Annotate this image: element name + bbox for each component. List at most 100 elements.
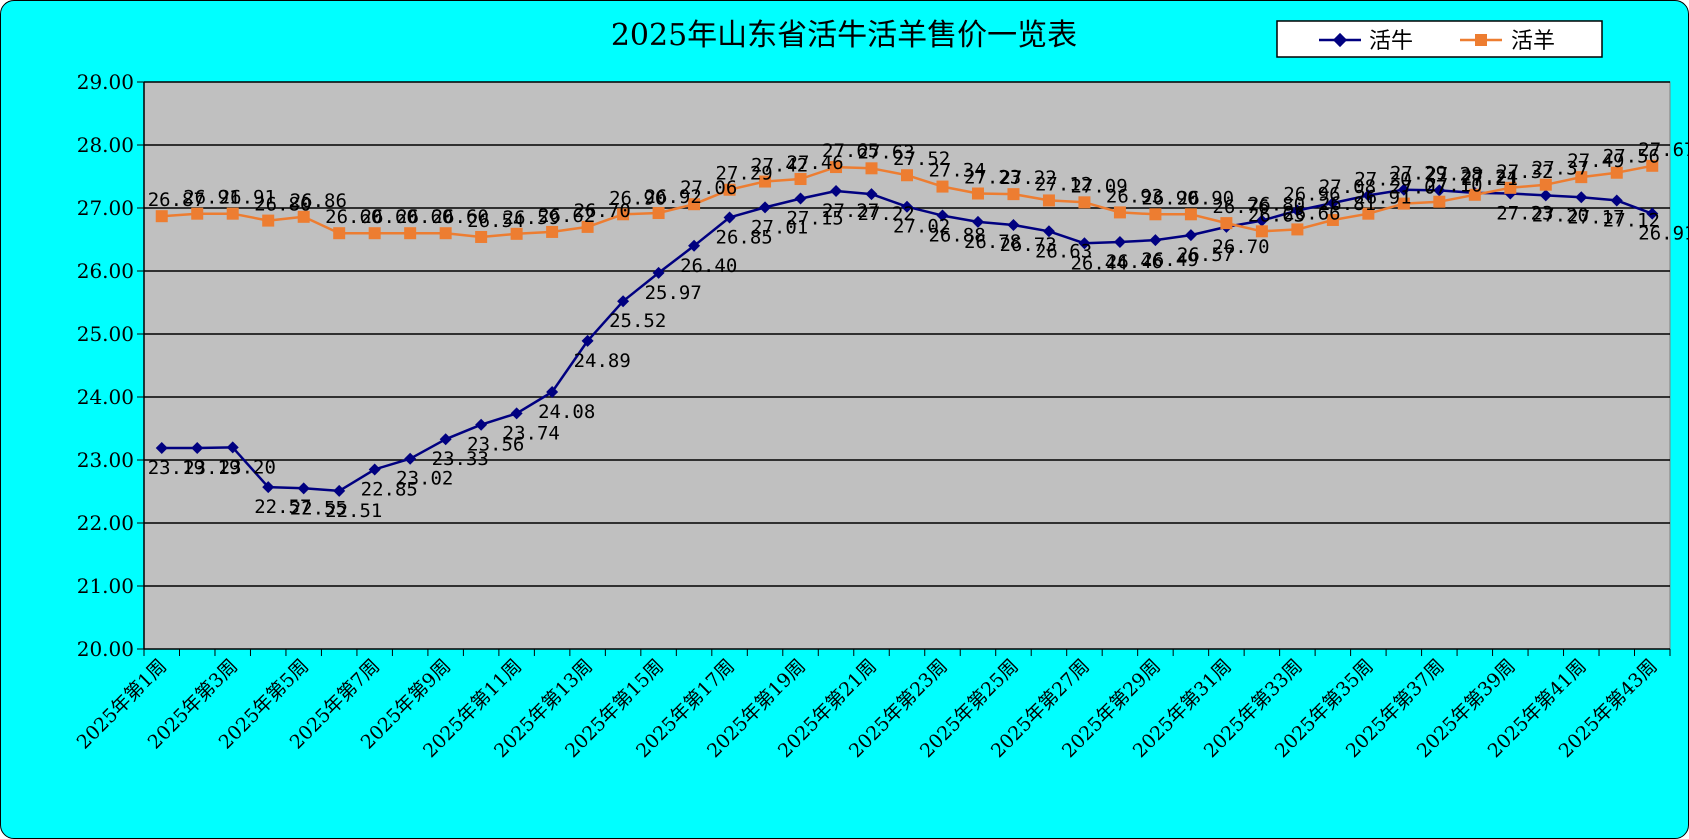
data-label: 27.23 (964, 167, 1021, 189)
data-label: 26.70 (574, 200, 631, 222)
y-tick-label: 24.00 (77, 385, 134, 409)
data-point (901, 169, 913, 182)
data-point (155, 442, 168, 455)
data-label: 26.49 (1141, 249, 1198, 271)
data-label: 26.87 (148, 189, 205, 211)
data-point (155, 210, 168, 223)
data-point (723, 211, 736, 224)
y-tick-label: 23.00 (77, 448, 134, 472)
data-label: 27.21 (1461, 168, 1518, 190)
chart-title: 2025年山东省活牛活羊售价一览表 (611, 18, 1077, 53)
data-point (297, 210, 310, 223)
data-point (1042, 225, 1055, 238)
data-label: 26.44 (1070, 252, 1127, 274)
data-label: 23.19 (183, 457, 240, 479)
data-point (1078, 196, 1091, 209)
data-label: 22.57 (254, 496, 311, 518)
data-label: 27.20 (1354, 168, 1411, 190)
data-point (865, 188, 878, 201)
y-tick-label: 21.00 (77, 574, 134, 598)
data-point (865, 162, 878, 175)
data-label: 26.63 (1248, 204, 1305, 226)
data-point (688, 239, 701, 252)
data-point (723, 183, 736, 196)
data-label: 27.12 (1035, 173, 1092, 195)
data-point (971, 187, 984, 200)
data-point (1362, 207, 1375, 220)
data-point (652, 207, 665, 220)
data-label: 27.46 (787, 152, 844, 174)
data-label: 27.22 (858, 203, 915, 225)
data-label: 27.07 (1390, 177, 1447, 199)
data-point (404, 227, 417, 240)
data-label: 26.80 (254, 194, 311, 216)
data-point (404, 452, 417, 465)
data-label: 27.63 (858, 141, 915, 163)
data-label: 26.90 (1141, 187, 1198, 209)
data-label: 23.20 (219, 456, 276, 478)
data-label: 26.76 (1212, 196, 1269, 218)
data-point (830, 184, 843, 197)
data-label: 27.67 (1638, 139, 1689, 161)
data-label: 26.60 (396, 206, 453, 228)
data-point (333, 227, 346, 240)
data-label: 27.01 (751, 216, 808, 238)
data-label: 27.28 (1425, 163, 1482, 185)
data-label: 27.42 (751, 155, 808, 177)
data-label: 26.60 (361, 206, 418, 228)
data-point (581, 220, 594, 233)
data-point (1255, 214, 1268, 227)
data-label: 26.85 (716, 226, 773, 248)
gridlines (144, 81, 1670, 587)
data-label: 27.29 (1390, 163, 1447, 185)
data-point (1113, 206, 1126, 219)
data-point (1326, 196, 1339, 209)
data-label: 27.17 (1567, 206, 1624, 228)
data-point (297, 482, 310, 495)
data-label: 27.52 (893, 148, 950, 170)
data-label: 26.62 (538, 205, 595, 227)
data-label: 26.63 (1035, 240, 1092, 262)
data-point (1291, 223, 1304, 236)
y-tick-label: 27.00 (77, 196, 134, 220)
data-point (1575, 171, 1588, 184)
data-point (1433, 195, 1446, 208)
data-point (652, 266, 665, 279)
data-label: 27.10 (1425, 175, 1482, 197)
data-point (759, 201, 772, 214)
y-tick-label: 26.00 (77, 259, 134, 283)
data-point (333, 484, 346, 497)
data-point (1646, 159, 1659, 172)
data-point (1007, 188, 1020, 201)
data-label: 26.66 (1283, 202, 1340, 224)
legend-label-cattle: 活牛 (1369, 29, 1413, 54)
legend-marker-sheep (1475, 34, 1487, 46)
data-label: 27.49 (1567, 150, 1624, 172)
data-label: 26.91 (1354, 187, 1411, 209)
data-point (1149, 234, 1162, 247)
data-point (1007, 219, 1020, 232)
data-label: 26.70 (1212, 236, 1269, 258)
data-label: 23.19 (148, 457, 205, 479)
data-point (1646, 207, 1659, 220)
data-labels: 23.1923.1923.2022.5722.5522.5122.8523.02… (148, 139, 1689, 522)
data-label: 26.90 (609, 187, 666, 209)
data-point (794, 173, 807, 186)
y-tick-label: 25.00 (77, 322, 134, 346)
data-label: 24.08 (538, 401, 595, 423)
data-label: 26.78 (964, 231, 1021, 253)
data-label: 23.33 (432, 448, 489, 470)
data-label: 26.91 (1638, 223, 1689, 245)
data-label: 27.09 (1070, 175, 1127, 197)
data-point (510, 227, 523, 240)
data-label: 25.97 (645, 282, 702, 304)
data-label: 22.51 (325, 500, 382, 522)
legend: 活牛 活羊 (1276, 20, 1603, 58)
legend-marker-cattle (1332, 32, 1348, 48)
data-label: 27.12 (1603, 209, 1660, 231)
data-point (1078, 237, 1091, 250)
data-label: 27.65 (822, 140, 879, 162)
data-label: 27.23 (1496, 203, 1553, 225)
data-label: 26.90 (1177, 187, 1234, 209)
